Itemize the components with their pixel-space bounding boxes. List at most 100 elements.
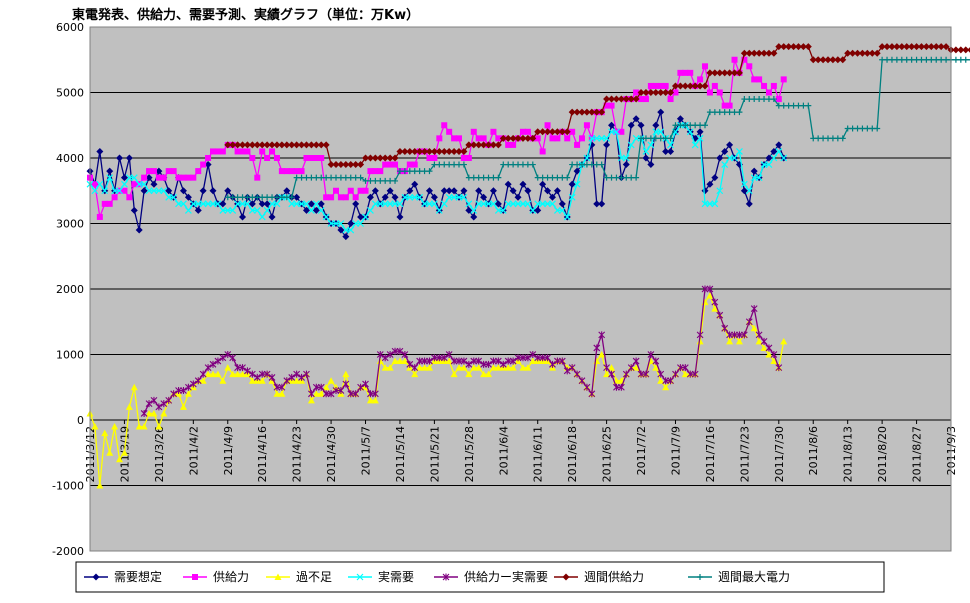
data-point-supply_minus_actual [263, 370, 271, 378]
data-point-actual_demand [298, 200, 305, 208]
data-point-supply_minus_actual [376, 351, 384, 358]
data-point-surplus [480, 370, 488, 378]
x-axis: 2011/3/122011/3/192011/3/262011/4/22011/… [84, 419, 958, 482]
data-point-actual_demand [524, 200, 532, 208]
data-point-weekly_supply [735, 69, 743, 77]
data-point-actual_demand [558, 206, 566, 214]
data-point-surplus [524, 364, 532, 371]
data-point-weekly_supply [775, 43, 783, 51]
data-point-supply [259, 148, 266, 155]
data-point-supply [150, 168, 157, 175]
data-point-weekly_supply [962, 46, 970, 54]
data-point-actual_demand [130, 174, 138, 182]
data-point-supply [382, 161, 389, 168]
data-point-actual_demand [716, 187, 724, 195]
data-point-weekly_supply [849, 49, 857, 57]
data-point-supply [219, 148, 226, 155]
data-point-supply_minus_actual [716, 311, 724, 319]
data-point-surplus [598, 351, 606, 358]
data-point-weekly_supply [785, 43, 793, 51]
x-tick-label: 2011/6/11 [532, 426, 545, 482]
data-point-supply [165, 168, 172, 175]
data-point-surplus [386, 364, 394, 371]
data-point-surplus [455, 364, 463, 371]
data-point-weekly_peak [392, 177, 399, 184]
data-point-supply [288, 168, 295, 175]
data-point-supply [303, 155, 310, 161]
data-point-weekly_supply [893, 43, 901, 51]
data-point-supply_minus_actual [549, 360, 556, 368]
data-point-weekly_supply [465, 141, 473, 149]
data-point-supply [682, 69, 689, 76]
data-point-supply_minus_actual [686, 370, 694, 378]
data-point-demand_forecast [534, 206, 542, 214]
data-point-actual_demand [731, 154, 738, 162]
data-point-actual_demand [563, 213, 571, 221]
data-point-surplus [489, 364, 497, 371]
data-point-supply [111, 194, 118, 201]
data-point-supply_minus_actual [726, 331, 733, 339]
data-point-surplus [327, 377, 335, 384]
data-point-surplus [130, 383, 138, 391]
legend: 需要想定 供給力 過不足 実需要 供給力ー実需要 週間供給力 週間最大電力 [75, 561, 885, 593]
data-point-supply [269, 148, 276, 155]
data-point-supply [175, 174, 182, 181]
data-point-weekly_supply [519, 134, 527, 142]
data-point-weekly_supply [366, 154, 374, 162]
data-point-weekly_supply [927, 43, 935, 51]
data-point-supply [318, 155, 325, 161]
data-point-weekly_supply [288, 141, 296, 149]
data-point-surplus [101, 429, 109, 437]
data-point-demand_forecast [652, 121, 660, 129]
data-point-actual_demand [401, 193, 409, 201]
data-point-supply [441, 122, 448, 129]
data-point-supply [642, 96, 649, 103]
data-point-demand_forecast [120, 174, 128, 182]
data-point-surplus [204, 370, 212, 378]
data-point-demand_forecast [145, 174, 153, 182]
data-point-weekly_supply [632, 95, 640, 103]
data-point-surplus [760, 344, 768, 351]
data-point-supply_minus_actual [583, 383, 591, 391]
data-point-supply [362, 187, 369, 194]
data-point-actual_demand [244, 200, 251, 208]
data-point-weekly_supply [731, 69, 739, 77]
data-point-supply_minus_actual [426, 357, 433, 365]
data-point-supply [524, 128, 531, 135]
data-point-actual_demand [327, 220, 335, 227]
data-point-weekly_supply [716, 69, 724, 77]
data-point-actual_demand [553, 206, 561, 214]
data-point-actual_demand [721, 161, 729, 168]
data-point-supply_minus_actual [470, 357, 478, 365]
data-point-actual_demand [509, 200, 517, 208]
x-tick-label: 2011/7/23 [738, 426, 751, 482]
data-point-supply_minus_actual [248, 370, 256, 378]
data-point-supply_minus_actual [352, 390, 360, 398]
x-tick-label: 2011/4/23 [291, 426, 304, 482]
data-point-weekly_supply [499, 134, 507, 142]
data-point-actual_demand [194, 200, 202, 208]
data-point-demand_forecast [770, 147, 778, 155]
data-point-supply_minus_actual [760, 337, 768, 345]
data-point-weekly_supply [504, 134, 512, 142]
data-point-demand_forecast [494, 200, 502, 208]
data-point-actual_demand [376, 200, 384, 208]
data-point-demand_forecast [696, 128, 704, 136]
data-point-demand_forecast [396, 213, 404, 221]
data-point-surplus [504, 364, 512, 371]
data-point-supply_minus_actual [662, 377, 670, 385]
data-point-demand_forecast [165, 187, 173, 195]
data-point-actual_demand [613, 128, 620, 136]
data-point-weekly_supply [726, 69, 734, 77]
data-point-supply [170, 168, 177, 175]
data-point-actual_demand [770, 154, 778, 162]
data-point-supply [308, 155, 315, 161]
data-point-weekly_peak [426, 168, 433, 175]
data-point-demand_forecast [224, 187, 232, 195]
data-point-actual_demand [475, 200, 483, 208]
data-point-supply [426, 155, 433, 161]
data-point-supply [377, 168, 384, 175]
data-point-supply_minus_actual [411, 364, 419, 372]
data-point-supply [436, 135, 443, 142]
data-point-supply [480, 135, 487, 142]
